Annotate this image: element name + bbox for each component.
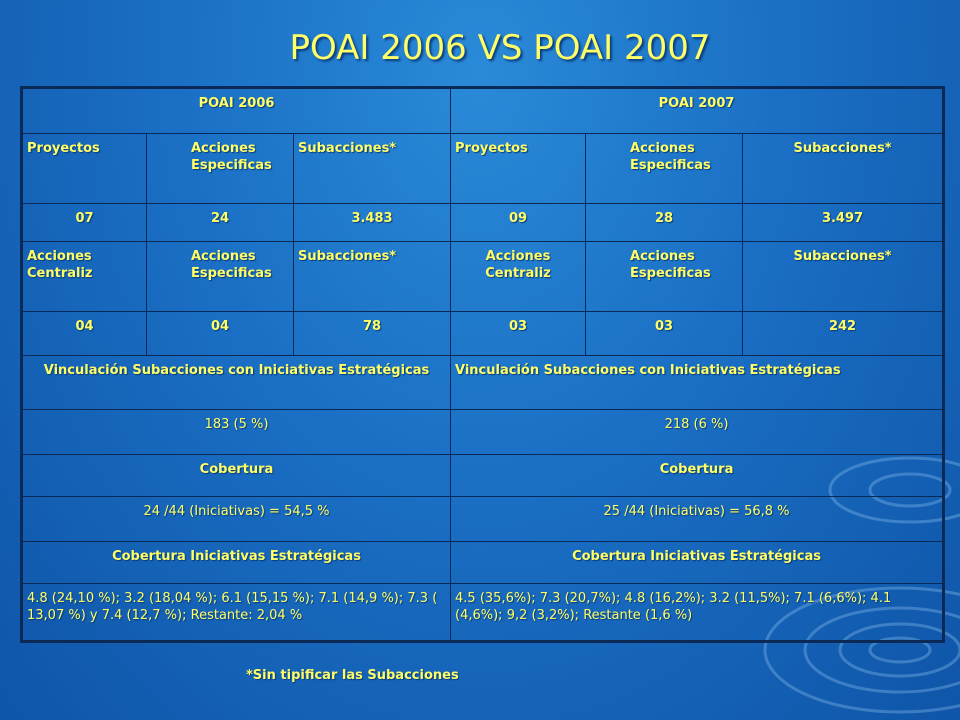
cell-label: Subacciones* [292,133,452,204]
footnote: *Sin tipificar las Subacciones [246,668,459,683]
cell-label: Acciones Especificas [585,133,744,204]
vinculacion-value-2007: 218 (6 %) [450,409,945,455]
cell-label: Proyectos [21,133,147,204]
table-row: 24 /44 (Iniciativas) = 54,5 % 25 /44 (In… [20,496,945,542]
cell-label: Subacciones* [292,241,452,312]
page-title: POAI 2006 VS POAI 2007 [289,28,711,68]
cell-label: Acciones Centraliz [21,241,147,312]
table-row: Vinculación Subacciones con Iniciativas … [20,355,945,410]
cell-value: 3.483 [292,203,452,242]
cell-value: 07 [21,203,147,242]
cobertura-iniciativas-value-2007: 4.5 (35,6%); 7.3 (20,7%); 4.8 (16,2%); 3… [450,583,945,642]
cobertura-iniciativas-value-2006: 4.8 (24,10 %); 3.2 (18,04 %); 6.1 (15,15… [20,583,452,642]
table-row: POAI 2006 POAI 2007 [20,87,945,134]
vinculacion-value-2006: 183 (5 %) [20,409,452,455]
cell-value: 03 [585,311,744,356]
cell-label: Acciones Especificas [146,241,294,312]
cell-value: 242 [742,311,945,356]
cell-value: 3.497 [742,203,945,242]
cell-label: Acciones Centraliz [450,241,587,312]
cell-value: 04 [21,311,147,356]
cell-value: 03 [450,311,587,356]
cobertura-value-2006: 24 /44 (Iniciativas) = 54,5 % [20,496,452,542]
cell-label: Acciones Especificas [585,241,744,312]
cell-label: Subacciones* [742,241,945,312]
cell-value: 09 [450,203,587,242]
cobertura-label-2006: Cobertura [20,454,452,497]
cell-value: 04 [146,311,294,356]
cell-value: 78 [292,311,452,356]
cobertura-label-2007: Cobertura [450,454,945,497]
poai-comparison-table: POAI 2006 POAI 2007 Proyectos Acciones E… [20,86,946,643]
table-row: Cobertura Iniciativas Estratégicas Cober… [20,541,945,584]
vinculacion-label-2007: Vinculación Subacciones con Iniciativas … [450,355,945,410]
cobertura-iniciativas-label-2007: Cobertura Iniciativas Estratégicas [450,541,945,584]
table-row: 183 (5 %) 218 (6 %) [20,409,945,455]
cell-label: Proyectos [450,133,587,204]
table-row: 04 04 78 03 03 242 [21,311,945,356]
table-row: Proyectos Acciones Especificas Subaccion… [21,133,945,204]
cell-label: Acciones Especificas [146,133,294,204]
table-row: 07 24 3.483 09 28 3.497 [21,203,945,242]
cell-label: Subacciones* [742,133,945,204]
table-row: 4.8 (24,10 %); 3.2 (18,04 %); 6.1 (15,15… [20,583,945,642]
table-row: Acciones Centraliz Acciones Especificas … [21,241,945,312]
cell-value: 28 [585,203,744,242]
vinculacion-label-2006: Vinculación Subacciones con Iniciativas … [20,355,452,410]
header-poai-2007: POAI 2007 [450,87,945,134]
cobertura-value-2007: 25 /44 (Iniciativas) = 56,8 % [450,496,945,542]
header-poai-2006: POAI 2006 [20,87,452,134]
table-row: Cobertura Cobertura [20,454,945,497]
cobertura-iniciativas-label-2006: Cobertura Iniciativas Estratégicas [20,541,452,584]
cell-value: 24 [146,203,294,242]
